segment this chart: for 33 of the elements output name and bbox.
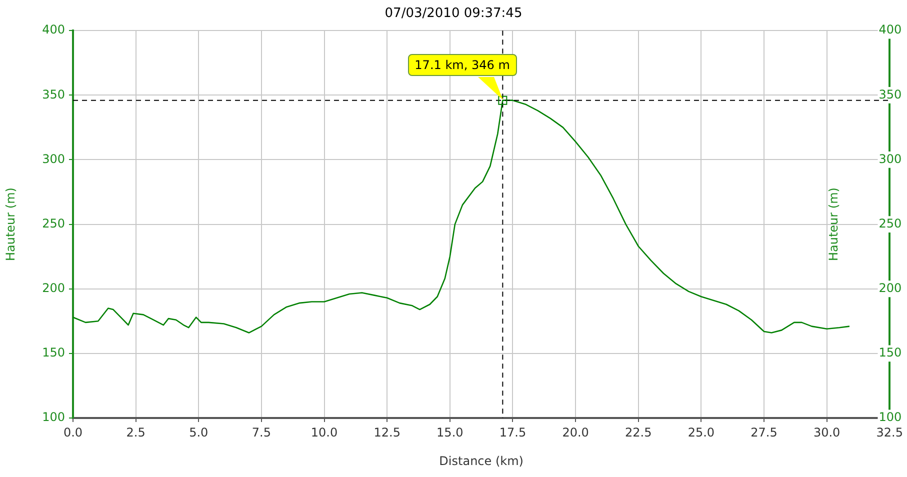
x-tick-label: 0.0 <box>63 425 83 440</box>
y-tick-label: 300 <box>42 152 65 166</box>
y-axis-title: Hauteur (m) <box>3 188 18 262</box>
x-tick-label: 20.0 <box>562 425 589 440</box>
y-tick-label: 100 <box>42 410 65 424</box>
y2-tick-label: 150 <box>878 346 902 360</box>
y-tick-label: 400 <box>42 22 65 37</box>
x-tick-label: 2.5 <box>126 425 146 440</box>
x-axis-title: Distance (km) <box>439 454 524 468</box>
y2-axis-title: Hauteur (m) <box>826 188 841 262</box>
x-tick-label: 17.5 <box>499 425 526 440</box>
x-tick-label: 7.5 <box>252 425 271 440</box>
annotation: 17.1 km, 346 m <box>408 54 517 76</box>
y2-tick-label: 300 <box>878 152 902 166</box>
x-tick-label: 10.0 <box>310 425 338 440</box>
y2-tick-label: 350 <box>878 87 902 102</box>
x-tick-label: 15.0 <box>436 425 464 440</box>
x-tick-label: 12.5 <box>374 425 400 440</box>
x-tick-label: 30.0 <box>813 425 840 440</box>
y2-tick-label: 400 <box>878 22 902 37</box>
x-tick-label: 22.5 <box>625 425 652 440</box>
chart-title: 07/03/2010 09:37:45 <box>384 6 522 22</box>
y-tick-label: 200 <box>42 280 65 295</box>
x-tick-label: 32.5 <box>876 425 903 440</box>
y-tick-label: 150 <box>42 346 65 360</box>
y-tick-label: 250 <box>42 216 65 230</box>
x-tick-label: 25.0 <box>688 425 715 440</box>
x-tick-label: 27.5 <box>750 425 778 440</box>
y2-tick-label: 100 <box>878 410 902 424</box>
y-tick-label: 350 <box>42 87 65 102</box>
x-tick-label: 5.0 <box>189 425 208 440</box>
y2-tick-label: 200 <box>878 280 902 295</box>
y2-tick-label: 250 <box>878 216 902 230</box>
